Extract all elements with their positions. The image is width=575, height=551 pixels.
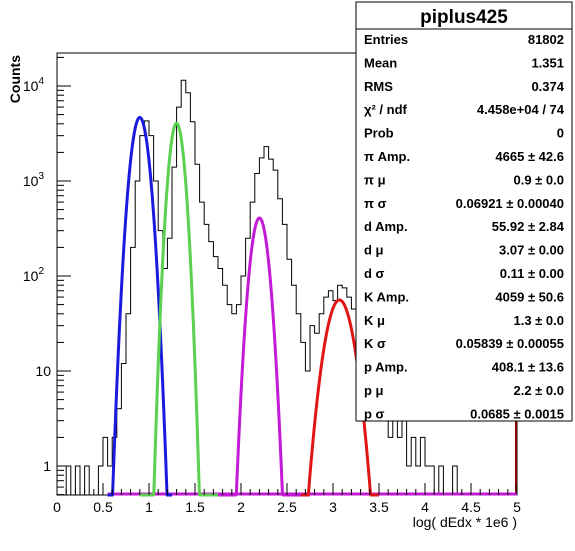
stats-row-value: 1.3 ± 0.0 <box>513 313 564 328</box>
stats-row-value: 2.2 ± 0.0 <box>513 383 564 398</box>
y-tick-label: 103 <box>23 171 45 189</box>
stats-box-title: piplus425 <box>420 7 508 28</box>
x-tick-label: 4 <box>421 499 429 515</box>
stats-row-value: 81802 <box>528 32 564 47</box>
stats-box: piplus425 Entries 81802 Mean 1.351 RMS 0.374 χ… <box>355 1 573 422</box>
stats-row-value: 4.458e+04 / 74 <box>477 102 565 117</box>
x-tick-label: 2 <box>237 499 245 515</box>
stats-row-value: 4665 ± 42.6 <box>495 149 564 164</box>
stats-row-value: 0.06921 ± 0.00040 <box>456 196 564 211</box>
x-tick-label: 1.5 <box>185 499 205 515</box>
stats-row-label: d Amp. <box>364 219 408 234</box>
fit-curve-p <box>216 216 312 497</box>
stats-row-label: RMS <box>364 79 393 94</box>
stats-row-value: 0.05839 ± 0.00055 <box>456 336 564 351</box>
stats-row-label: d σ <box>364 266 385 281</box>
stats-rows: Entries 81802 Mean 1.351 RMS 0.374 χ² / ndf 4.4… <box>364 32 565 421</box>
stats-row-value: 55.92 ± 2.84 <box>492 219 565 234</box>
fit-curve-k <box>138 121 220 497</box>
x-tick-label: 4.5 <box>461 499 481 515</box>
x-tick-label: 1 <box>145 499 153 515</box>
stats-row-value: 0 <box>557 126 564 141</box>
stats-row-label: p Amp. <box>364 360 408 375</box>
x-tick-label: 3 <box>329 499 337 515</box>
stats-row-value: 0.9 ± 0.0 <box>513 172 564 187</box>
stats-row-label: K Amp. <box>364 289 409 304</box>
fit-curve-pi <box>106 115 174 497</box>
stats-row-label: Entries <box>364 32 408 47</box>
fits-layer <box>106 115 517 497</box>
stats-row-value: 4059 ± 50.6 <box>495 289 564 304</box>
y-tick-label: 102 <box>23 266 45 284</box>
x-axis-title: log( dEdx * 1e6 ) <box>413 514 517 530</box>
stats-row-value: 1.351 <box>531 55 564 70</box>
x-tick-label: 5 <box>513 499 521 515</box>
x-tick-label: 0 <box>53 499 61 515</box>
stats-row-label: d μ <box>364 243 384 258</box>
stats-row-value: 3.07 ± 0.00 <box>499 243 564 258</box>
y-axis-title: Counts <box>7 55 23 103</box>
stats-row-label: p μ <box>364 383 384 398</box>
stats-row-value: 0.11 ± 0.00 <box>500 266 564 281</box>
stats-row-label: K σ <box>364 336 386 351</box>
y-tick-label: 1 <box>43 458 51 474</box>
y-tick-label: 10 <box>35 363 51 379</box>
stats-row-label: π μ <box>364 172 386 187</box>
x-tick-label: 0.5 <box>93 499 113 515</box>
stats-row-label: Mean <box>364 55 397 70</box>
stats-row-value: 0.374 <box>531 79 564 94</box>
y-tick-label: 104 <box>23 76 45 94</box>
x-tick-label: 3.5 <box>369 499 389 515</box>
stats-row-label: Prob <box>364 126 394 141</box>
x-tick-label: 2.5 <box>277 499 297 515</box>
stats-row-label: π σ <box>364 196 387 211</box>
axes-layer: 0 0.5 1 1.5 2 2.5 3 3.5 4 4.5 5 1 10 102 103 104 <box>23 56 521 515</box>
stats-row-value: 0.0685 ± 0.0015 <box>470 406 564 421</box>
stats-box-frame <box>355 1 573 422</box>
stats-row-value: 408.1 ± 13.6 <box>492 360 564 375</box>
stats-row-label: χ² / ndf <box>364 102 408 117</box>
stats-row-label: π Amp. <box>364 149 410 164</box>
stats-row-label: p σ <box>364 406 385 421</box>
stats-row-label: K μ <box>364 313 385 328</box>
fit-curve-d <box>299 298 381 497</box>
histogram-outline <box>57 79 517 496</box>
